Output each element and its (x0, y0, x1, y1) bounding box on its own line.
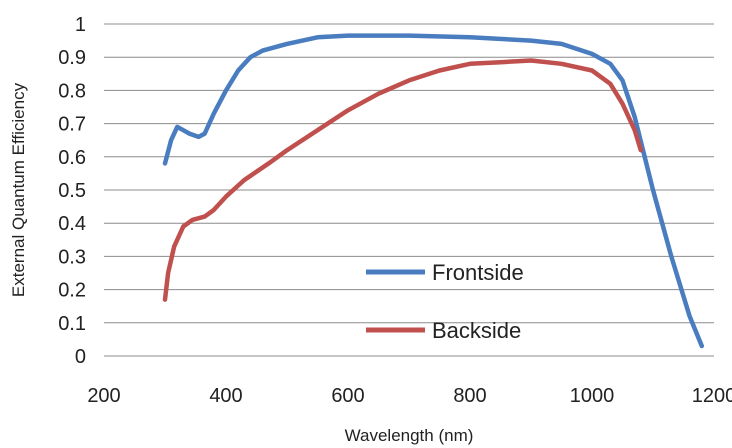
x-tick-label: 1200 (692, 385, 732, 407)
x-tick-labels: 200 400 600 800 1000 1200 (87, 385, 732, 407)
series-line-frontside (162, 33, 705, 349)
x-tick-label: 200 (87, 385, 120, 407)
x-tick-label: 800 (453, 385, 486, 407)
y-tick-label: 0.3 (58, 246, 86, 268)
y-tick-label: 0.4 (58, 213, 86, 235)
y-tick-label: 0.1 (58, 313, 86, 335)
x-tick-label: 600 (331, 385, 364, 407)
x-axis-title: Wavelength (nm) (345, 426, 474, 445)
legend-label-frontside: Frontside (432, 260, 524, 285)
gridlines (104, 23, 714, 357)
series-line-backside (162, 58, 644, 302)
x-tick-label: 400 (209, 385, 242, 407)
y-tick-label: 0.5 (58, 180, 86, 202)
x-tick-label: 1000 (570, 385, 615, 407)
legend: Frontside Backside (366, 260, 524, 343)
y-axis-title: External Quantum Efficiency (9, 82, 28, 297)
y-tick-label: 1 (75, 14, 86, 36)
series-lines (162, 33, 705, 349)
y-tick-label: 0.8 (58, 80, 86, 102)
y-tick-label: 0 (75, 346, 86, 368)
y-tick-label: 0.2 (58, 280, 86, 302)
y-tick-labels: 0 0.1 0.2 0.3 0.4 0.5 0.6 0.7 0.8 0.9 1 (58, 14, 86, 368)
y-tick-label: 0.6 (58, 147, 86, 169)
y-tick-label: 0.7 (58, 114, 86, 136)
y-tick-label: 0.9 (58, 47, 86, 69)
legend-label-backside: Backside (432, 318, 521, 343)
